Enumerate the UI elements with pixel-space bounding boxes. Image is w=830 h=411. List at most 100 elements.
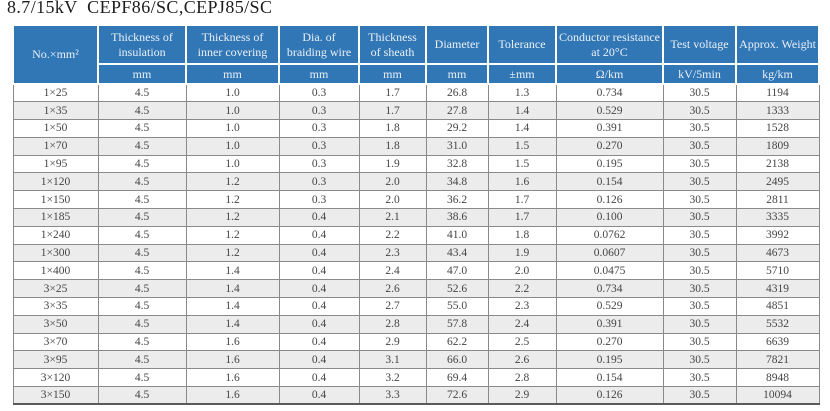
cell-resistance: 0.529 <box>555 297 664 316</box>
cell-insulation: 4.5 <box>97 332 187 352</box>
cell-inner-covering: 1.2 <box>185 172 280 192</box>
table-row: 3×70 4.5 1.6 0.4 2.9 62.2 2.5 0.270 30.5 6639 <box>12 332 820 352</box>
cell-test-voltage: 30.5 <box>662 350 737 370</box>
cell-resistance: 0.126 <box>555 386 664 405</box>
cell-size: 1×400 <box>12 261 99 281</box>
cell-size: 1×150 <box>12 190 99 210</box>
cell-diameter: 43.4 <box>425 243 489 263</box>
cell-insulation: 4.5 <box>97 350 187 370</box>
cell-resistance: 0.0762 <box>555 225 664 245</box>
cell-insulation: 4.5 <box>97 208 187 227</box>
cell-inner-covering: 1.6 <box>185 332 280 352</box>
cell-insulation: 4.5 <box>97 154 187 174</box>
cell-braiding-wire: 0.4 <box>278 386 360 405</box>
cell-inner-covering: 1.6 <box>185 350 280 370</box>
column-unit-weight: kg/km <box>735 63 820 85</box>
cell-insulation: 4.5 <box>97 119 187 138</box>
cell-insulation: 4.5 <box>97 279 187 299</box>
cell-tolerance: 1.3 <box>487 83 557 103</box>
cell-diameter: 27.8 <box>425 101 489 121</box>
column-header-diameter: Diameter <box>425 24 489 65</box>
cell-diameter: 38.6 <box>425 208 489 227</box>
cell-weight: 2495 <box>735 172 820 192</box>
cell-diameter: 34.8 <box>425 172 489 192</box>
table-row: 3×50 4.5 1.4 0.4 2.8 57.8 2.4 0.391 30.5 5532 <box>12 314 820 334</box>
cell-sheath: 3.1 <box>358 350 427 370</box>
cell-weight: 6639 <box>735 332 820 352</box>
cell-insulation: 4.5 <box>97 314 187 334</box>
table-row: 1×95 4.5 1.0 0.3 1.9 32.8 1.5 0.195 30.5 2138 <box>12 154 820 174</box>
cell-braiding-wire: 0.4 <box>278 350 360 370</box>
cell-test-voltage: 30.5 <box>662 225 737 245</box>
column-header-inner-covering: Thickness of inner covering <box>185 24 280 65</box>
cell-size: 1×95 <box>12 154 99 174</box>
cell-braiding-wire: 0.3 <box>278 119 360 138</box>
cell-braiding-wire: 0.3 <box>278 172 360 192</box>
cell-tolerance: 1.4 <box>487 101 557 121</box>
cell-test-voltage: 30.5 <box>662 190 737 210</box>
column-header-size: No.×mm² <box>12 24 99 85</box>
cell-insulation: 4.5 <box>97 101 187 121</box>
cell-test-voltage: 30.5 <box>662 136 737 156</box>
cell-inner-covering: 1.4 <box>185 279 280 299</box>
cell-diameter: 31.0 <box>425 136 489 156</box>
cell-resistance: 0.529 <box>555 101 664 121</box>
cell-tolerance: 1.7 <box>487 190 557 210</box>
cell-resistance: 0.154 <box>555 368 664 388</box>
table-body: 1×25 4.5 1.0 0.3 1.7 26.8 1.3 0.734 30.5 1194 1×35… <box>12 83 820 405</box>
cell-inner-covering: 1.2 <box>185 190 280 210</box>
cell-tolerance: 2.9 <box>487 386 557 405</box>
cell-sheath: 1.9 <box>358 154 427 174</box>
cell-size: 3×35 <box>12 297 99 316</box>
cell-braiding-wire: 0.3 <box>278 154 360 174</box>
cell-resistance: 0.100 <box>555 208 664 227</box>
cell-braiding-wire: 0.4 <box>278 243 360 263</box>
table-row: 1×300 4.5 1.2 0.4 2.3 43.4 1.9 0.0607 30.5 4673 <box>12 243 820 263</box>
cell-weight: 1194 <box>735 83 820 103</box>
cell-inner-covering: 1.4 <box>185 314 280 334</box>
cell-diameter: 72.6 <box>425 386 489 405</box>
cell-insulation: 4.5 <box>97 386 187 405</box>
cell-weight: 3992 <box>735 225 820 245</box>
cell-diameter: 52.6 <box>425 279 489 299</box>
cell-test-voltage: 30.5 <box>662 297 737 316</box>
table-row: 1×185 4.5 1.2 0.4 2.1 38.6 1.7 0.100 30.5 3335 <box>12 208 820 227</box>
cell-test-voltage: 30.5 <box>662 83 737 103</box>
cell-diameter: 41.0 <box>425 225 489 245</box>
cell-tolerance: 2.3 <box>487 297 557 316</box>
cell-weight: 5532 <box>735 314 820 334</box>
cell-insulation: 4.5 <box>97 136 187 156</box>
cell-test-voltage: 30.5 <box>662 314 737 334</box>
cell-size: 3×120 <box>12 368 99 388</box>
cell-size: 1×50 <box>12 119 99 138</box>
cell-resistance: 0.0475 <box>555 261 664 281</box>
cell-braiding-wire: 0.3 <box>278 136 360 156</box>
column-unit-tolerance: ±mm <box>487 63 557 85</box>
cell-test-voltage: 30.5 <box>662 386 737 405</box>
cell-sheath: 2.7 <box>358 297 427 316</box>
cell-test-voltage: 30.5 <box>662 243 737 263</box>
cell-insulation: 4.5 <box>97 243 187 263</box>
cell-resistance: 0.734 <box>555 83 664 103</box>
cell-test-voltage: 30.5 <box>662 368 737 388</box>
cell-diameter: 29.2 <box>425 119 489 138</box>
table-row: 3×25 4.5 1.4 0.4 2.6 52.6 2.2 0.734 30.5 4319 <box>12 279 820 299</box>
cell-size: 3×150 <box>12 386 99 405</box>
cell-tolerance: 2.0 <box>487 261 557 281</box>
cell-diameter: 32.8 <box>425 154 489 174</box>
cell-braiding-wire: 0.4 <box>278 279 360 299</box>
cell-diameter: 47.0 <box>425 261 489 281</box>
cell-diameter: 26.8 <box>425 83 489 103</box>
cell-size: 1×35 <box>12 101 99 121</box>
cell-weight: 3335 <box>735 208 820 227</box>
cell-inner-covering: 1.4 <box>185 261 280 281</box>
cell-sheath: 3.2 <box>358 368 427 388</box>
cell-sheath: 2.8 <box>358 314 427 334</box>
cell-test-voltage: 30.5 <box>662 279 737 299</box>
cell-size: 1×120 <box>12 172 99 192</box>
cell-sheath: 2.1 <box>358 208 427 227</box>
cell-inner-covering: 1.4 <box>185 297 280 316</box>
cell-resistance: 0.391 <box>555 314 664 334</box>
cell-size: 1×240 <box>12 225 99 245</box>
cell-inner-covering: 1.0 <box>185 136 280 156</box>
